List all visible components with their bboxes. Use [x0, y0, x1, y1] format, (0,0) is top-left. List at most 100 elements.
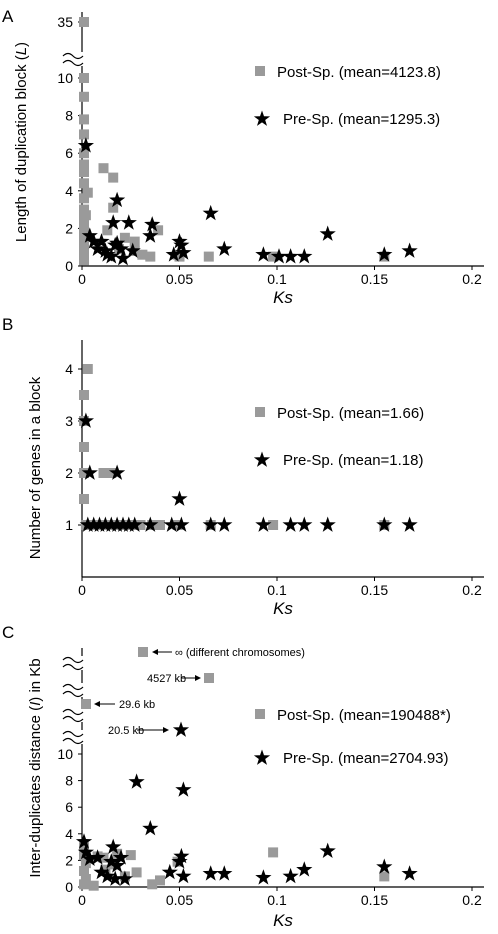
- point-pre-sp: [216, 516, 233, 532]
- point-pre-sp: [128, 773, 145, 789]
- legend-label-post-sp-c: Post-Sp. (mean=190488*): [277, 707, 451, 724]
- point-post-sp: [79, 91, 89, 102]
- point-post-sp: [79, 114, 89, 125]
- legend-a: Post-Sp. (mean=4123.8) Pre-Sp. (mean=129…: [253, 64, 441, 128]
- annotations-c: ∞ (different chromosomes) 4527 kb 29.6 k…: [81, 647, 305, 737]
- point-pre-sp-20-5kb: [172, 721, 190, 737]
- point-pre-sp: [282, 516, 299, 532]
- point-pre-sp: [319, 842, 336, 858]
- point-pre-sp: [282, 867, 299, 884]
- point-pre-sp: [175, 867, 192, 884]
- point-pre-sp: [282, 248, 299, 264]
- y-tick-label: 8: [65, 773, 73, 789]
- y-axis-label-a: Length of duplication block (L): [13, 42, 30, 242]
- x-tick-label: 0.1: [267, 892, 287, 908]
- series-c: [75, 773, 418, 891]
- point-pre-sp: [401, 242, 418, 258]
- series-b: [77, 364, 418, 532]
- point-post-sp-4527kb: [204, 673, 214, 683]
- y-tick-label: 2: [65, 220, 73, 236]
- y-tick-label: 4: [65, 826, 73, 842]
- y-tick-label: 4: [65, 183, 73, 199]
- annotation-20-5kb: 20.5 kb: [108, 725, 144, 737]
- legend-label-pre-sp-b: Pre-Sp. (mean=1.18): [283, 452, 424, 469]
- y-tick-label: 2: [65, 852, 73, 868]
- point-post-sp: [203, 251, 214, 262]
- x-tick-label: 0.1: [267, 582, 287, 598]
- legend-marker-post-sp-c: [255, 709, 265, 719]
- point-post-sp: [79, 879, 89, 890]
- point-pre-sp: [319, 225, 336, 241]
- point-post-sp: [80, 210, 91, 221]
- point-post-sp: [129, 236, 140, 247]
- y-tick-label: 1: [65, 517, 73, 533]
- point-post-sp: [268, 847, 279, 858]
- point-post-sp-infinity: [138, 647, 148, 657]
- point-pre-sp: [401, 516, 418, 532]
- x-tick-label: 0.2: [462, 271, 482, 287]
- point-post-sp: [379, 871, 390, 882]
- legend-marker-pre-sp-a: [253, 110, 271, 126]
- point-post-sp: [155, 520, 165, 530]
- x-tick-label: 0.15: [361, 582, 388, 598]
- y-tick-label: 8: [65, 108, 73, 124]
- x-tick-label: 0.2: [462, 892, 482, 908]
- x-tick-label: 0: [78, 582, 86, 598]
- legend-label-post-sp-b: Post-Sp. (mean=1.66): [277, 405, 424, 422]
- panel-b: B Number of genes in a block 0 0.05 0.1 0.1…: [2, 315, 484, 618]
- y-tick-label: 6: [65, 799, 73, 815]
- legend-b: Post-Sp. (mean=1.66) Pre-Sp. (mean=1.18): [253, 405, 424, 469]
- point-post-sp: [79, 129, 89, 140]
- point-pre-sp: [202, 204, 219, 221]
- point-post-sp: [79, 223, 89, 234]
- point-post-sp: [79, 73, 89, 83]
- point-pre-sp: [296, 248, 313, 264]
- y-tick-label: 3: [65, 413, 73, 429]
- point-post-sp: [79, 17, 89, 27]
- x-axis-label-b: Ks: [273, 599, 293, 618]
- y-tick-label: 2: [65, 465, 73, 481]
- legend-label-post-sp-a: Post-Sp. (mean=4123.8): [277, 64, 441, 81]
- y-tick-label: 6: [65, 145, 73, 161]
- y-tick-label: 0: [65, 879, 73, 895]
- point-post-sp: [79, 255, 89, 266]
- point-pre-sp: [296, 861, 313, 877]
- legend-marker-pre-sp-b: [253, 451, 271, 467]
- point-post-sp: [108, 172, 119, 183]
- annotation-29-6kb: 29.6 kb: [119, 699, 155, 711]
- point-post-sp: [79, 494, 89, 504]
- x-tick-label: 0.1: [267, 271, 287, 287]
- x-tick-label: 0: [78, 271, 86, 287]
- y-tick-label: 0: [65, 258, 73, 274]
- legend-label-pre-sp-c: Pre-Sp. (mean=2704.93): [283, 750, 449, 767]
- point-post-sp: [98, 163, 109, 174]
- panel-letter-b: B: [2, 315, 13, 334]
- x-tick-label: 0.2: [462, 582, 482, 598]
- y-axis-label-c: Inter-duplicates distance (I) in Kb: [27, 658, 44, 877]
- y-tick-label: 4: [65, 361, 73, 377]
- x-tick-label: 0.15: [361, 892, 388, 908]
- x-tick-label: 0.05: [166, 892, 193, 908]
- y-tick-label: 10: [57, 746, 73, 762]
- point-pre-sp: [120, 214, 137, 230]
- ticks-b: 0 0.05 0.1 0.15 0.2 1 2 3 4: [65, 361, 482, 598]
- legend-label-pre-sp-a: Pre-Sp. (mean=1295.3): [283, 111, 440, 128]
- x-tick-label: 0.15: [361, 271, 388, 287]
- x-axis-label-a: Ks: [273, 288, 293, 307]
- x-tick-label: 0.05: [166, 271, 193, 287]
- point-post-sp: [79, 167, 89, 177]
- annotation-infinity: ∞ (different chromosomes): [175, 647, 305, 659]
- point-post-sp: [82, 364, 93, 374]
- point-pre-sp: [142, 820, 159, 836]
- point-pre-sp: [255, 869, 272, 885]
- x-tick-label: 0.05: [166, 582, 193, 598]
- point-pre-sp: [401, 865, 418, 881]
- point-pre-sp: [296, 516, 313, 532]
- point-post-sp: [79, 178, 89, 189]
- point-pre-sp: [175, 781, 192, 797]
- point-pre-sp: [202, 865, 219, 881]
- point-post-sp: [79, 390, 89, 400]
- point-post-sp-29-6kb: [81, 699, 91, 709]
- legend-marker-post-sp-b: [255, 407, 265, 417]
